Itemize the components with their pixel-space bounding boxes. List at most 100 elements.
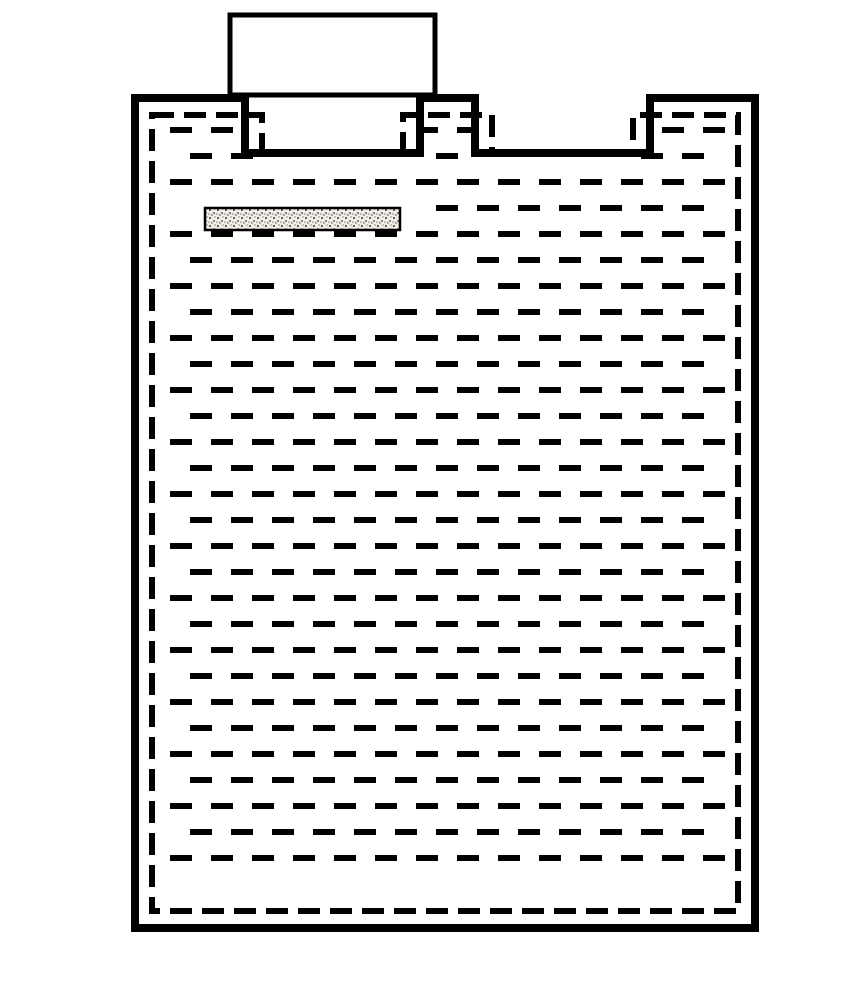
fill-dash — [416, 335, 438, 341]
inner-dashed-frame — [152, 115, 738, 911]
fill-dash — [600, 725, 622, 731]
fill-dash — [682, 257, 704, 263]
fill-dash — [703, 699, 725, 705]
fill-dash — [375, 439, 397, 445]
fill-dash — [600, 465, 622, 471]
fill-dash — [477, 829, 499, 835]
fill-dash — [170, 803, 192, 809]
fill-dash — [170, 127, 192, 133]
fill-dash — [211, 387, 233, 393]
fill-dash — [416, 751, 438, 757]
fill-dash — [231, 569, 253, 575]
fill-dash — [703, 387, 725, 393]
fill-dash — [518, 205, 540, 211]
fill-dash — [416, 803, 438, 809]
fill-dash — [457, 439, 479, 445]
fill-dash — [682, 309, 704, 315]
fill-dash — [313, 829, 335, 835]
fill-dash — [457, 231, 479, 237]
fill-dash — [600, 413, 622, 419]
fill-dash — [272, 725, 294, 731]
fill-dash — [416, 491, 438, 497]
fill-dash — [682, 517, 704, 523]
speckle-bar — [205, 208, 400, 230]
fill-dash — [190, 465, 212, 471]
fill-dash — [580, 439, 602, 445]
fill-dash — [559, 621, 581, 627]
fill-dash — [170, 647, 192, 653]
fill-dash — [375, 179, 397, 185]
fill-dash — [231, 829, 253, 835]
fill-dash — [477, 361, 499, 367]
fill-dash — [416, 283, 438, 289]
fill-dash — [518, 829, 540, 835]
fill-dash — [580, 543, 602, 549]
fill-dash — [354, 673, 376, 679]
fill-dash — [272, 517, 294, 523]
fill-dash — [211, 179, 233, 185]
fill-dash — [170, 855, 192, 861]
fill-dash — [662, 179, 684, 185]
fill-dash — [211, 699, 233, 705]
fill-dash — [334, 387, 356, 393]
fill-dash — [662, 647, 684, 653]
fill-dash — [170, 283, 192, 289]
fill-dash — [190, 517, 212, 523]
fill-dash — [559, 777, 581, 783]
fill-dash — [498, 231, 520, 237]
fill-dash — [457, 699, 479, 705]
fill-dash — [477, 413, 499, 419]
fill-dash — [621, 335, 643, 341]
fill-dash — [662, 595, 684, 601]
fill-dash — [293, 179, 315, 185]
fill-dash — [621, 491, 643, 497]
fill-dash — [395, 725, 417, 731]
fill-dash — [231, 361, 253, 367]
fill-dash — [703, 127, 725, 133]
fill-dash — [313, 309, 335, 315]
fill-dash — [436, 725, 458, 731]
fill-dash — [334, 699, 356, 705]
fill-dash — [190, 569, 212, 575]
fill-dash — [416, 543, 438, 549]
fill-dash — [539, 543, 561, 549]
fill-dash — [313, 517, 335, 523]
fill-dash — [703, 543, 725, 549]
fill-dash — [641, 777, 663, 783]
fill-dash — [170, 751, 192, 757]
fill-dash — [375, 283, 397, 289]
fill-dash — [293, 699, 315, 705]
fill-dash — [641, 569, 663, 575]
fill-dash — [641, 621, 663, 627]
fill-dash — [703, 803, 725, 809]
fill-dash — [457, 387, 479, 393]
fill-dash — [313, 361, 335, 367]
fill-dash — [703, 491, 725, 497]
fill-dash — [457, 595, 479, 601]
fill-dash — [559, 569, 581, 575]
fill-dash — [539, 231, 561, 237]
fill-dash — [518, 777, 540, 783]
fill-dash — [682, 153, 704, 159]
fill-dash — [436, 673, 458, 679]
fill-dash — [539, 595, 561, 601]
fill-dash — [498, 751, 520, 757]
fill-dash — [600, 829, 622, 835]
fill-dash — [498, 387, 520, 393]
fill-dash — [416, 595, 438, 601]
fill-dash — [559, 725, 581, 731]
fill-dash — [477, 257, 499, 263]
fill-dash — [641, 517, 663, 523]
fill-dash — [211, 231, 233, 237]
fill-dash — [313, 257, 335, 263]
fill-dash — [703, 179, 725, 185]
fill-dash — [211, 439, 233, 445]
fill-dash — [539, 699, 561, 705]
fill-dash — [662, 439, 684, 445]
fill-dash — [354, 777, 376, 783]
fill-dash — [170, 231, 192, 237]
fill-dash — [436, 569, 458, 575]
fill-dash — [600, 569, 622, 575]
fill-dash — [375, 387, 397, 393]
fill-dash — [559, 465, 581, 471]
